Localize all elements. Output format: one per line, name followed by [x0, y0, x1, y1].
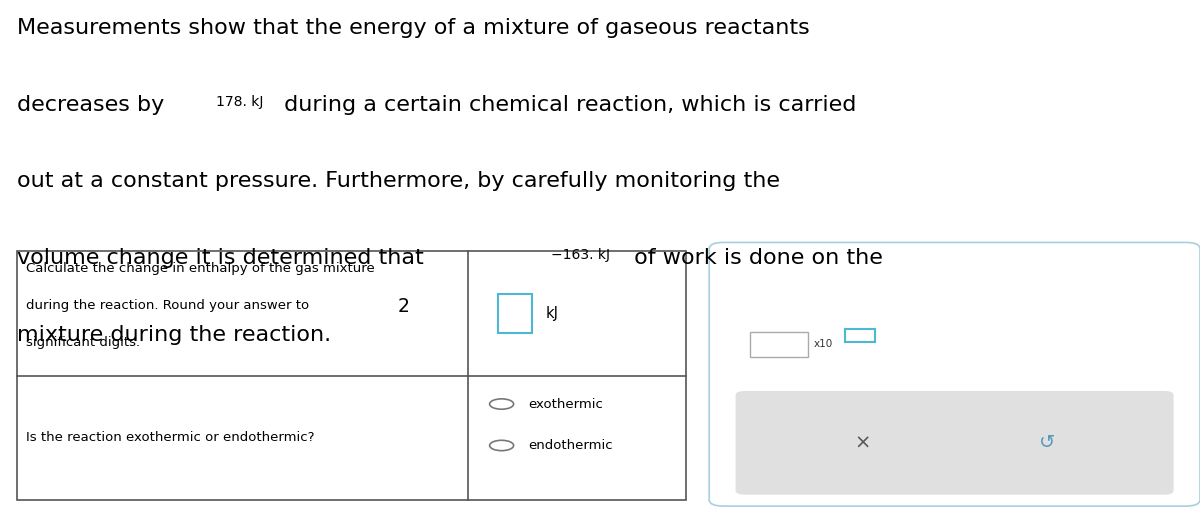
- FancyBboxPatch shape: [709, 242, 1200, 506]
- Text: decreases by: decreases by: [17, 95, 172, 115]
- Text: during the reaction. Round your answer to: during the reaction. Round your answer t…: [26, 299, 313, 312]
- Text: mixture during the reaction.: mixture during the reaction.: [17, 325, 331, 345]
- Text: of work is done on the: of work is done on the: [626, 248, 883, 268]
- Circle shape: [490, 399, 514, 409]
- Text: kJ: kJ: [546, 306, 559, 321]
- FancyBboxPatch shape: [736, 391, 1174, 495]
- Text: Measurements show that the energy of a mixture of gaseous reactants: Measurements show that the energy of a m…: [17, 18, 810, 38]
- Text: out at a constant pressure. Furthermore, by carefully monitoring the: out at a constant pressure. Furthermore,…: [17, 171, 780, 192]
- Text: 178. kJ: 178. kJ: [216, 95, 263, 109]
- Text: endothermic: endothermic: [528, 439, 613, 452]
- Bar: [845, 328, 875, 341]
- Text: ×: ×: [854, 434, 871, 452]
- Text: volume change it is determined that: volume change it is determined that: [17, 248, 431, 268]
- Text: exothermic: exothermic: [528, 397, 602, 411]
- Text: during a certain chemical reaction, which is carried: during a certain chemical reaction, whic…: [277, 95, 857, 115]
- Text: Calculate the change in enthalpy of the gas mixture: Calculate the change in enthalpy of the …: [26, 262, 376, 275]
- Text: x10: x10: [814, 339, 833, 349]
- Text: Is the reaction exothermic or endothermic?: Is the reaction exothermic or endothermi…: [26, 431, 314, 444]
- Bar: [498, 294, 532, 333]
- Text: ↺: ↺: [1038, 434, 1055, 452]
- Bar: [17, 251, 686, 500]
- Text: 2: 2: [397, 297, 409, 316]
- Text: −163. kJ: −163. kJ: [551, 248, 610, 262]
- Text: significant digits.: significant digits.: [26, 336, 140, 349]
- Circle shape: [490, 440, 514, 451]
- Bar: [750, 332, 808, 356]
